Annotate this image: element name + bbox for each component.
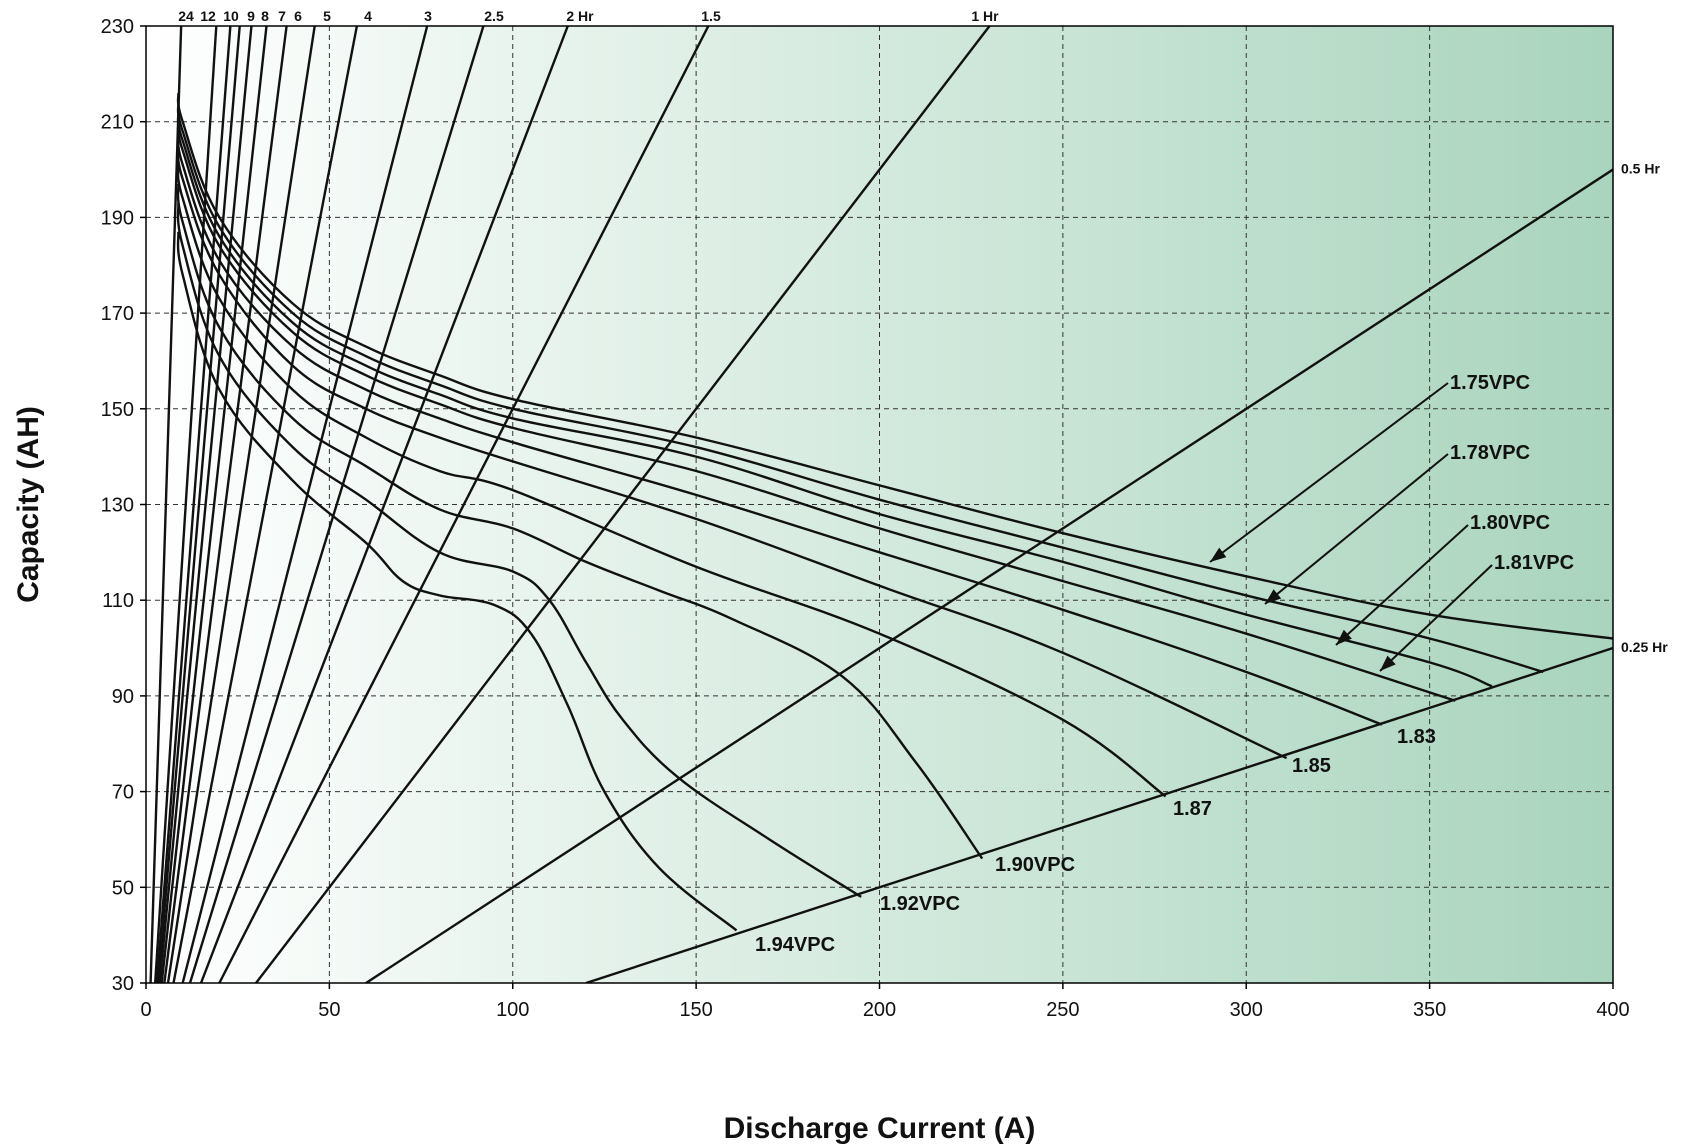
x-tick-label: 400 <box>1596 999 1629 1021</box>
discharge-line <box>181 26 429 983</box>
discharge-line <box>160 26 268 983</box>
arrowhead <box>1336 629 1352 645</box>
x-tick-label: 100 <box>496 999 529 1021</box>
voltage-curve <box>176 121 1456 702</box>
y-tick-label: 50 <box>112 877 134 899</box>
arrowhead <box>1380 655 1396 671</box>
curve-label: 1.80VPC <box>1470 512 1550 534</box>
y-tick-label: 210 <box>101 112 134 134</box>
y-tick-label: 110 <box>102 590 134 612</box>
discharge-line <box>149 26 183 983</box>
voltage-curve <box>176 145 1288 760</box>
voltage-curve <box>176 231 738 932</box>
grid-lines <box>146 26 1613 983</box>
discharge-line <box>157 26 241 983</box>
discharge-line-label: 5 <box>323 8 331 24</box>
x-axis-ticks: 0 50 100 150 200 250 300 350 400 <box>140 983 1630 1021</box>
discharge-line-label: 12 <box>200 8 216 24</box>
discharge-line-label: 0.5 Hr <box>1621 161 1660 177</box>
annotation-arrow <box>1264 453 1449 605</box>
annotation-arrow <box>1335 524 1469 646</box>
voltage-curve <box>176 92 1613 640</box>
voltage-curve <box>176 131 1383 726</box>
x-tick-label: 50 <box>318 999 340 1021</box>
arrowhead <box>1265 589 1282 604</box>
discharge-line-label: 24 <box>178 8 194 24</box>
discharge-line-label: 8 <box>261 8 269 24</box>
x-tick-label: 150 <box>679 999 712 1021</box>
discharge-line <box>218 26 710 983</box>
x-tick-label: 0 <box>140 999 151 1021</box>
discharge-time-labels: 24 12 10 9 8 7 6 5 4 3 2.5 2 Hr 1.5 1 Hr 0.5 Hr 0.25 Hr <box>178 8 1668 655</box>
voltage-curve <box>176 164 1167 798</box>
x-tick-label: 250 <box>1046 999 1079 1021</box>
curve-label: 1.94VPC <box>755 934 835 956</box>
curve-label: 1.85 <box>1292 755 1331 777</box>
y-tick-label: 170 <box>101 303 134 325</box>
discharge-line <box>188 26 485 983</box>
x-tick-label: 200 <box>863 999 896 1021</box>
annotation-arrow <box>1379 564 1493 672</box>
x-axis-title: Discharge Current (A) <box>724 1112 1036 1145</box>
discharge-line-label: 2.5 <box>484 8 504 24</box>
discharge-line-label: 1 Hr <box>971 8 999 24</box>
discharge-line <box>172 26 359 983</box>
discharge-line <box>255 26 991 983</box>
voltage-curve <box>176 183 984 860</box>
discharge-line <box>163 26 288 983</box>
y-tick-label: 150 <box>101 399 134 421</box>
curve-label: 1.83 <box>1397 726 1436 748</box>
discharge-line-label: 3 <box>424 8 432 24</box>
y-tick-label: 70 <box>112 782 134 804</box>
discharge-line-label: 9 <box>247 8 255 24</box>
discharge-time-lines <box>149 26 1613 983</box>
discharge-line-label: 4 <box>364 8 372 24</box>
discharge-line <box>166 26 316 983</box>
voltage-curve <box>176 202 862 898</box>
discharge-line <box>155 26 232 983</box>
discharge-line <box>199 26 569 983</box>
curve-label: 1.78VPC <box>1450 442 1530 464</box>
y-tick-label: 30 <box>112 973 134 995</box>
discharge-line-label: 7 <box>278 8 286 24</box>
curve-label: 1.75VPC <box>1450 372 1530 394</box>
discharge-line <box>365 168 1613 983</box>
curve-label: 1.81VPC <box>1494 552 1574 574</box>
voltage-curves <box>176 92 1613 932</box>
annotation-arrow <box>1209 382 1449 563</box>
voltage-curve <box>176 111 1493 688</box>
y-axis-ticks: 30 50 70 90 110 130 150 170 190 210 230 <box>101 16 146 995</box>
discharge-line <box>585 646 1613 983</box>
discharge-line-label: 6 <box>294 8 302 24</box>
discharge-line <box>153 26 218 983</box>
curve-label: 1.87 <box>1173 798 1212 820</box>
discharge-line-label: 10 <box>223 8 239 24</box>
curve-label: 1.92VPC <box>880 893 960 915</box>
y-tick-label: 230 <box>101 16 134 38</box>
discharge-line <box>158 26 253 983</box>
y-tick-label: 190 <box>101 207 134 229</box>
curve-annotations: 1.75VPC 1.78VPC 1.80VPC 1.81VPC 1.83 1.85 1.87… <box>755 372 1574 956</box>
x-tick-label: 350 <box>1413 999 1446 1021</box>
arrowhead <box>1210 547 1227 562</box>
voltage-curve <box>176 102 1544 674</box>
discharge-line-label: 1.5 <box>701 8 721 24</box>
discharge-line-label: 2 Hr <box>566 8 594 24</box>
curve-label: 1.90VPC <box>995 854 1075 876</box>
discharge-line-label: 0.25 Hr <box>1621 639 1668 655</box>
x-tick-label: 300 <box>1230 999 1263 1021</box>
y-axis-title: Capacity (AH) <box>12 406 45 603</box>
y-tick-label: 130 <box>101 495 134 517</box>
y-tick-label: 90 <box>112 686 134 708</box>
